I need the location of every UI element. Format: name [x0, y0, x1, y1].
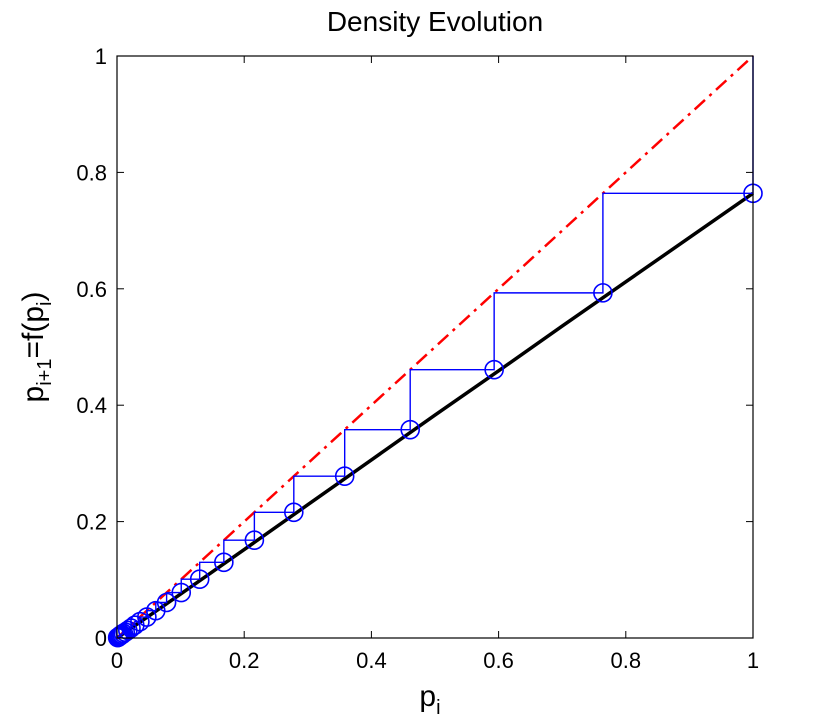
x-tick-label: 0.6 — [483, 648, 514, 673]
y-tick-label: 0.4 — [76, 393, 107, 418]
x-tick-label: 0.4 — [356, 648, 387, 673]
y-tick-label: 1 — [95, 44, 107, 69]
iteration-point-marker — [284, 502, 304, 523]
plot-frame — [116, 55, 754, 639]
y-tick-label: 0.8 — [76, 160, 107, 185]
y-tick-label: 0 — [95, 626, 107, 651]
function-curve-line — [116, 191, 754, 640]
y-axis-label: pi+1=f(pi) — [17, 292, 56, 403]
iteration-point-marker — [171, 582, 192, 603]
iteration-point-marker — [244, 530, 265, 551]
axis-ticks: 0 0.2 0.4 0.6 0.8 1 0 0.2 0.4 0.6 0.8 1 — [76, 44, 759, 673]
y-tick-label: 0.6 — [76, 277, 107, 302]
x-tick-label: 0.8 — [611, 648, 642, 673]
iteration-point-marker — [214, 552, 234, 573]
iteration-point-marker — [113, 623, 134, 644]
iteration-point-marker — [189, 569, 210, 590]
chart-title: Density Evolution — [327, 6, 543, 37]
iteration-point-marker — [400, 419, 421, 440]
iteration-point-marker — [484, 359, 504, 380]
y-tick-label: 0.2 — [76, 510, 107, 535]
x-tick-label: 0.2 — [229, 648, 260, 673]
iteration-point-marker — [334, 466, 355, 487]
identity-line — [116, 55, 754, 639]
plot-area — [107, 55, 763, 648]
x-axis-label: pi — [419, 680, 440, 719]
x-tick-label: 0 — [111, 648, 123, 673]
x-tick-label: 1 — [747, 648, 759, 673]
iteration-point-marker — [593, 283, 613, 303]
